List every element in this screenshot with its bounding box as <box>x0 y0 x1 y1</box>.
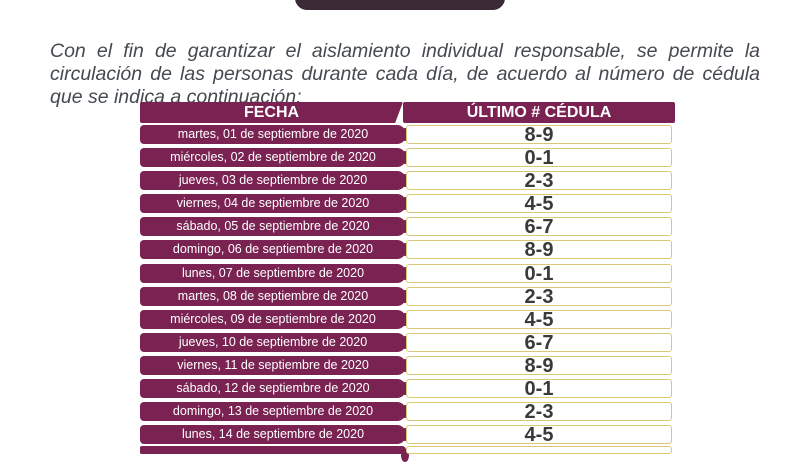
cedula-cell: 8-9 <box>406 355 672 376</box>
table-row: jueves, 03 de septiembre de 2020 2-3 <box>140 170 675 193</box>
cedula-cell: 8-9 <box>406 240 672 260</box>
table-header: FECHA ÚLTIMO # CÉDULA <box>140 102 675 123</box>
table-row-cutoff <box>140 446 675 462</box>
table-row: sábado, 12 de septiembre de 2020 0-1 <box>140 378 675 401</box>
cedula-cell: 4-5 <box>406 309 672 330</box>
table-row: viernes, 04 de septiembre de 2020 4-5 <box>140 193 675 216</box>
table-row: domingo, 13 de septiembre de 2020 2-3 <box>140 401 675 424</box>
table-row: miércoles, 02 de septiembre de 2020 0-1 <box>140 147 675 170</box>
date-cell: miércoles, 09 de septiembre de 2020 <box>140 309 409 329</box>
header-ultimo-cedula: ÚLTIMO # CÉDULA <box>403 102 675 123</box>
date-cell: miércoles, 02 de septiembre de 2020 <box>140 148 409 168</box>
date-cell: domingo, 13 de septiembre de 2020 <box>140 402 409 422</box>
date-cell: martes, 01 de septiembre de 2020 <box>140 125 409 144</box>
cedula-cell-cutoff <box>406 446 672 454</box>
table-row: martes, 01 de septiembre de 2020 8-9 <box>140 124 675 147</box>
cedula-cell: 2-3 <box>406 402 672 422</box>
date-cell: lunes, 07 de septiembre de 2020 <box>140 263 409 283</box>
top-banner <box>295 0 505 10</box>
cedula-cell: 0-1 <box>406 263 672 284</box>
table-row: jueves, 10 de septiembre de 2020 6-7 <box>140 332 675 355</box>
cedula-cell: 0-1 <box>406 148 672 168</box>
date-cell: lunes, 14 de septiembre de 2020 <box>140 425 409 445</box>
date-cell: sábado, 05 de septiembre de 2020 <box>140 217 409 237</box>
table-row: viernes, 11 de septiembre de 2020 8-9 <box>140 355 675 378</box>
cedula-cell: 8-9 <box>406 125 672 145</box>
table-row: lunes, 14 de septiembre de 2020 4-5 <box>140 424 675 447</box>
cedula-cell: 6-7 <box>406 217 672 237</box>
date-cell: martes, 08 de septiembre de 2020 <box>140 286 409 306</box>
intro-text: Con el fin de garantizar el aislamiento … <box>50 39 760 108</box>
table-row: martes, 08 de septiembre de 2020 2-3 <box>140 286 675 309</box>
cedula-cell: 6-7 <box>406 332 672 353</box>
date-cell: viernes, 11 de septiembre de 2020 <box>140 355 409 375</box>
schedule-table: martes, 01 de septiembre de 2020 8-9 mié… <box>140 124 675 447</box>
table-row: lunes, 07 de septiembre de 2020 0-1 <box>140 263 675 286</box>
table-row: sábado, 05 de septiembre de 2020 6-7 <box>140 216 675 239</box>
header-fecha: FECHA <box>140 102 403 123</box>
cedula-cell: 2-3 <box>406 171 672 191</box>
date-cell: jueves, 03 de septiembre de 2020 <box>140 171 409 191</box>
cedula-cell: 0-1 <box>406 379 672 399</box>
table-row: miércoles, 09 de septiembre de 2020 4-5 <box>140 309 675 332</box>
date-cell: domingo, 06 de septiembre de 2020 <box>140 240 409 260</box>
cedula-cell: 4-5 <box>406 194 672 214</box>
date-cell: viernes, 04 de septiembre de 2020 <box>140 194 409 214</box>
table-row: domingo, 06 de septiembre de 2020 8-9 <box>140 239 675 262</box>
cedula-cell: 2-3 <box>406 286 672 307</box>
date-cell-cutoff <box>140 446 409 462</box>
date-cell: sábado, 12 de septiembre de 2020 <box>140 379 409 399</box>
cedula-cell: 4-5 <box>406 425 672 445</box>
date-cell: jueves, 10 de septiembre de 2020 <box>140 332 409 352</box>
